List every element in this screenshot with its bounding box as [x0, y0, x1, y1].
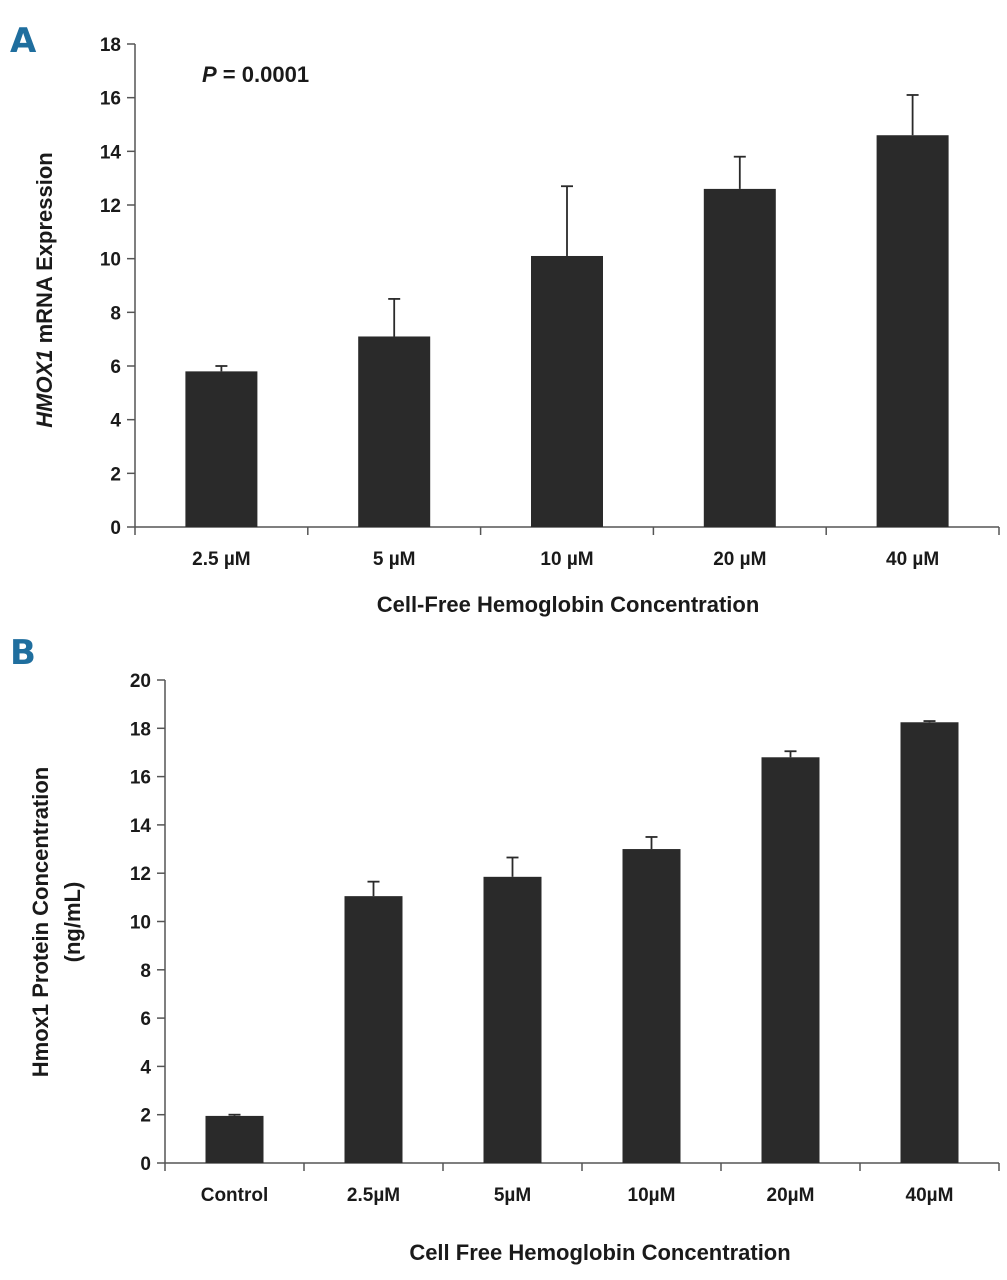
- panel-a-y-tick-label: 16: [100, 89, 121, 110]
- panel-b-y-tick-label: 6: [140, 1009, 151, 1030]
- panel-b-x-axis-title: Cell Free Hemoglobin Concentration: [409, 1240, 790, 1265]
- panel-b-bar: [344, 896, 403, 1163]
- panel-b-x-tick-label: 20µM: [767, 1185, 815, 1206]
- panel-a-y-axis-rest: mRNA Expression: [32, 152, 57, 349]
- panel-a-x-tick-label: 5 µM: [373, 549, 416, 570]
- panel-b-y-tick-label: 2: [140, 1106, 151, 1127]
- panel-a-x-axis-title: Cell-Free Hemoglobin Concentration: [377, 592, 760, 617]
- panel-a-plot: 0 2 4 6 8 10 12 14 16 18 2.5 µM 5 µM 10 µM 20 µM 40 µM: [100, 35, 1000, 570]
- panel-a-y-tick-label: 8: [110, 303, 121, 324]
- panel-b-x-tick-label: 10µM: [628, 1185, 676, 1206]
- panel-b-y-axis-title-line2: (ng/mL): [60, 882, 85, 963]
- panel-a-y-tick-label: 2: [110, 464, 121, 485]
- panel-b-bar: [761, 757, 820, 1163]
- panel-a: A P = 0.0001 HMOX1 mRNA Expression Cell-…: [10, 21, 1000, 617]
- panel-a-bar: [358, 336, 431, 527]
- panel-b-bar: [622, 849, 681, 1163]
- panel-b-bar: [483, 876, 542, 1163]
- panel-a-p-text: = 0.0001: [217, 62, 309, 87]
- panel-b-y-tick-label: 18: [130, 719, 151, 740]
- panel-b-x-tick-label: Control: [201, 1185, 269, 1206]
- panel-a-y-tick-label: 4: [110, 411, 121, 432]
- panel-a-x-tick-label: 10 µM: [540, 549, 593, 570]
- panel-b: B Hmox1 Protein Concentration (ng/mL) Ce…: [10, 633, 1000, 1265]
- panel-a-y-tick-label: 0: [110, 518, 121, 539]
- panel-a-bar: [531, 255, 603, 527]
- panel-a-p-value: P = 0.0001: [202, 62, 309, 87]
- panel-b-y-tick-label: 0: [140, 1154, 151, 1175]
- panel-b-y-tick-label: 20: [130, 671, 151, 692]
- panel-a-x-tick-label: 2.5 µM: [192, 549, 250, 570]
- panel-b-y-tick-label: 8: [140, 961, 151, 982]
- panel-a-y-tick-label: 12: [100, 196, 121, 217]
- panel-a-bar: [703, 188, 776, 527]
- panel-b-x-tick-label: 40µM: [906, 1185, 954, 1206]
- panel-a-label: A: [10, 21, 37, 61]
- panel-b-y-tick-label: 16: [130, 768, 151, 789]
- panel-a-y-tick-label: 10: [100, 250, 121, 271]
- panel-a-y-axis-gene: HMOX1: [32, 350, 57, 428]
- panel-b-y-tick-label: 4: [140, 1057, 151, 1078]
- panel-a-bar: [876, 135, 949, 527]
- panel-a-bar: [185, 371, 258, 527]
- panel-b-bar: [900, 722, 959, 1163]
- panel-b-y-axis-title-line1: Hmox1 Protein Concentration: [28, 767, 53, 1077]
- panel-a-y-tick-label: 6: [110, 357, 121, 378]
- panel-a-y-tick-label: 18: [100, 35, 121, 56]
- panel-a-x-tick-label: 40 µM: [886, 549, 939, 570]
- panel-b-x-tick-label: 5µM: [494, 1185, 531, 1206]
- panel-b-bar: [205, 1115, 264, 1163]
- panel-b-label: B: [10, 633, 36, 673]
- panel-b-x-tick-label: 2.5µM: [347, 1185, 400, 1206]
- panel-a-p-symbol: P: [202, 62, 217, 87]
- panel-b-y-tick-label: 10: [130, 913, 151, 934]
- panel-a-y-axis-title: HMOX1 mRNA Expression: [32, 152, 57, 428]
- panel-b-plot: 0 2 4 6 8 10 12 14 16 18 20 Control 2.5µM 5µM 10µM 20µM…: [130, 671, 1000, 1206]
- panel-a-y-tick-label: 14: [100, 142, 122, 163]
- panel-b-y-tick-label: 12: [130, 864, 151, 885]
- panel-a-x-tick-label: 20 µM: [713, 549, 766, 570]
- panel-b-y-tick-label: 14: [130, 816, 152, 837]
